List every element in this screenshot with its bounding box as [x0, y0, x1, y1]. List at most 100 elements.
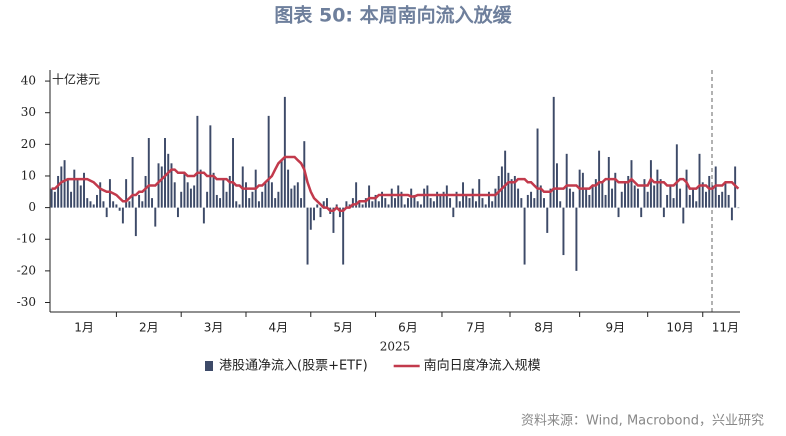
bar — [487, 191, 490, 208]
bar — [552, 96, 555, 208]
bar — [50, 188, 53, 208]
bar — [432, 201, 435, 208]
bar — [546, 207, 549, 233]
bar — [154, 207, 157, 227]
bar — [656, 169, 659, 208]
bar — [384, 198, 387, 208]
bar — [374, 194, 377, 208]
bar — [261, 191, 264, 208]
bar — [121, 207, 124, 224]
bar — [640, 207, 643, 218]
bar — [222, 179, 225, 208]
source: 资料来源：Wind, Macrobond，兴业研究 — [521, 414, 764, 429]
bar — [481, 198, 484, 208]
bar — [134, 207, 137, 237]
bar — [53, 191, 56, 208]
bar — [193, 185, 196, 208]
bar — [202, 207, 205, 224]
bar — [183, 172, 186, 208]
bar — [452, 207, 455, 218]
bar — [416, 201, 419, 208]
bar — [125, 179, 128, 208]
bar — [604, 194, 607, 208]
bar — [209, 125, 212, 208]
bar — [572, 191, 575, 208]
bar — [475, 201, 477, 208]
bar — [280, 160, 283, 208]
bar — [225, 191, 228, 208]
bar — [138, 194, 141, 208]
bar — [167, 153, 170, 208]
bar — [517, 188, 520, 208]
bar — [99, 182, 102, 208]
line — [51, 155, 740, 213]
bar — [419, 204, 422, 208]
bar — [186, 182, 189, 208]
bar — [300, 198, 303, 208]
bar — [403, 204, 406, 208]
bar — [228, 175, 231, 208]
bar — [112, 201, 115, 208]
bar — [118, 207, 121, 211]
bar — [232, 138, 234, 208]
bar — [598, 150, 601, 208]
bar — [338, 207, 341, 218]
x-tick-label: 6月 — [398, 321, 418, 335]
bar — [692, 188, 694, 208]
x-tick-label: 3月 — [204, 321, 224, 335]
bar — [494, 188, 497, 208]
bar — [565, 153, 568, 208]
bar — [607, 156, 610, 208]
bar — [410, 188, 413, 208]
y-tick-label: 20 — [21, 137, 36, 151]
bar — [322, 201, 325, 208]
bar — [413, 194, 416, 208]
x-tick-label: 11月 — [712, 321, 739, 335]
bar — [543, 198, 545, 208]
bar — [63, 160, 66, 208]
bar — [332, 207, 335, 233]
bar — [510, 179, 513, 208]
bar — [630, 160, 633, 208]
y-tick-label: 10 — [21, 168, 36, 182]
bar — [445, 185, 448, 208]
bar — [215, 194, 218, 208]
bar — [219, 198, 222, 208]
bar — [196, 115, 199, 208]
x-tick-label: 1月 — [74, 321, 94, 335]
bar — [659, 179, 662, 208]
bar — [646, 191, 649, 208]
bar — [711, 185, 714, 208]
bar — [442, 191, 445, 208]
bar — [478, 179, 481, 208]
bar — [649, 160, 652, 208]
bar — [345, 201, 348, 208]
bar — [429, 198, 432, 208]
bar — [157, 163, 160, 208]
bar — [581, 172, 584, 208]
bar — [368, 185, 371, 208]
bar — [562, 207, 565, 256]
bar — [358, 201, 361, 208]
bar — [57, 175, 60, 208]
bar — [189, 188, 192, 208]
bar — [270, 182, 273, 208]
bar — [235, 201, 238, 208]
bar — [585, 188, 588, 208]
bar — [520, 198, 523, 208]
bar — [128, 201, 131, 208]
bar — [617, 207, 620, 218]
bar — [319, 207, 322, 218]
bar — [277, 191, 280, 208]
bar — [594, 179, 597, 208]
bar — [296, 182, 299, 208]
bar — [251, 191, 254, 208]
bar — [96, 194, 98, 208]
x-tick-label: 4月 — [269, 321, 289, 335]
bar — [102, 201, 105, 208]
bar — [267, 115, 270, 208]
legend-swatch — [205, 361, 213, 371]
bar — [666, 194, 669, 208]
bar — [199, 169, 202, 208]
bar — [394, 198, 396, 208]
